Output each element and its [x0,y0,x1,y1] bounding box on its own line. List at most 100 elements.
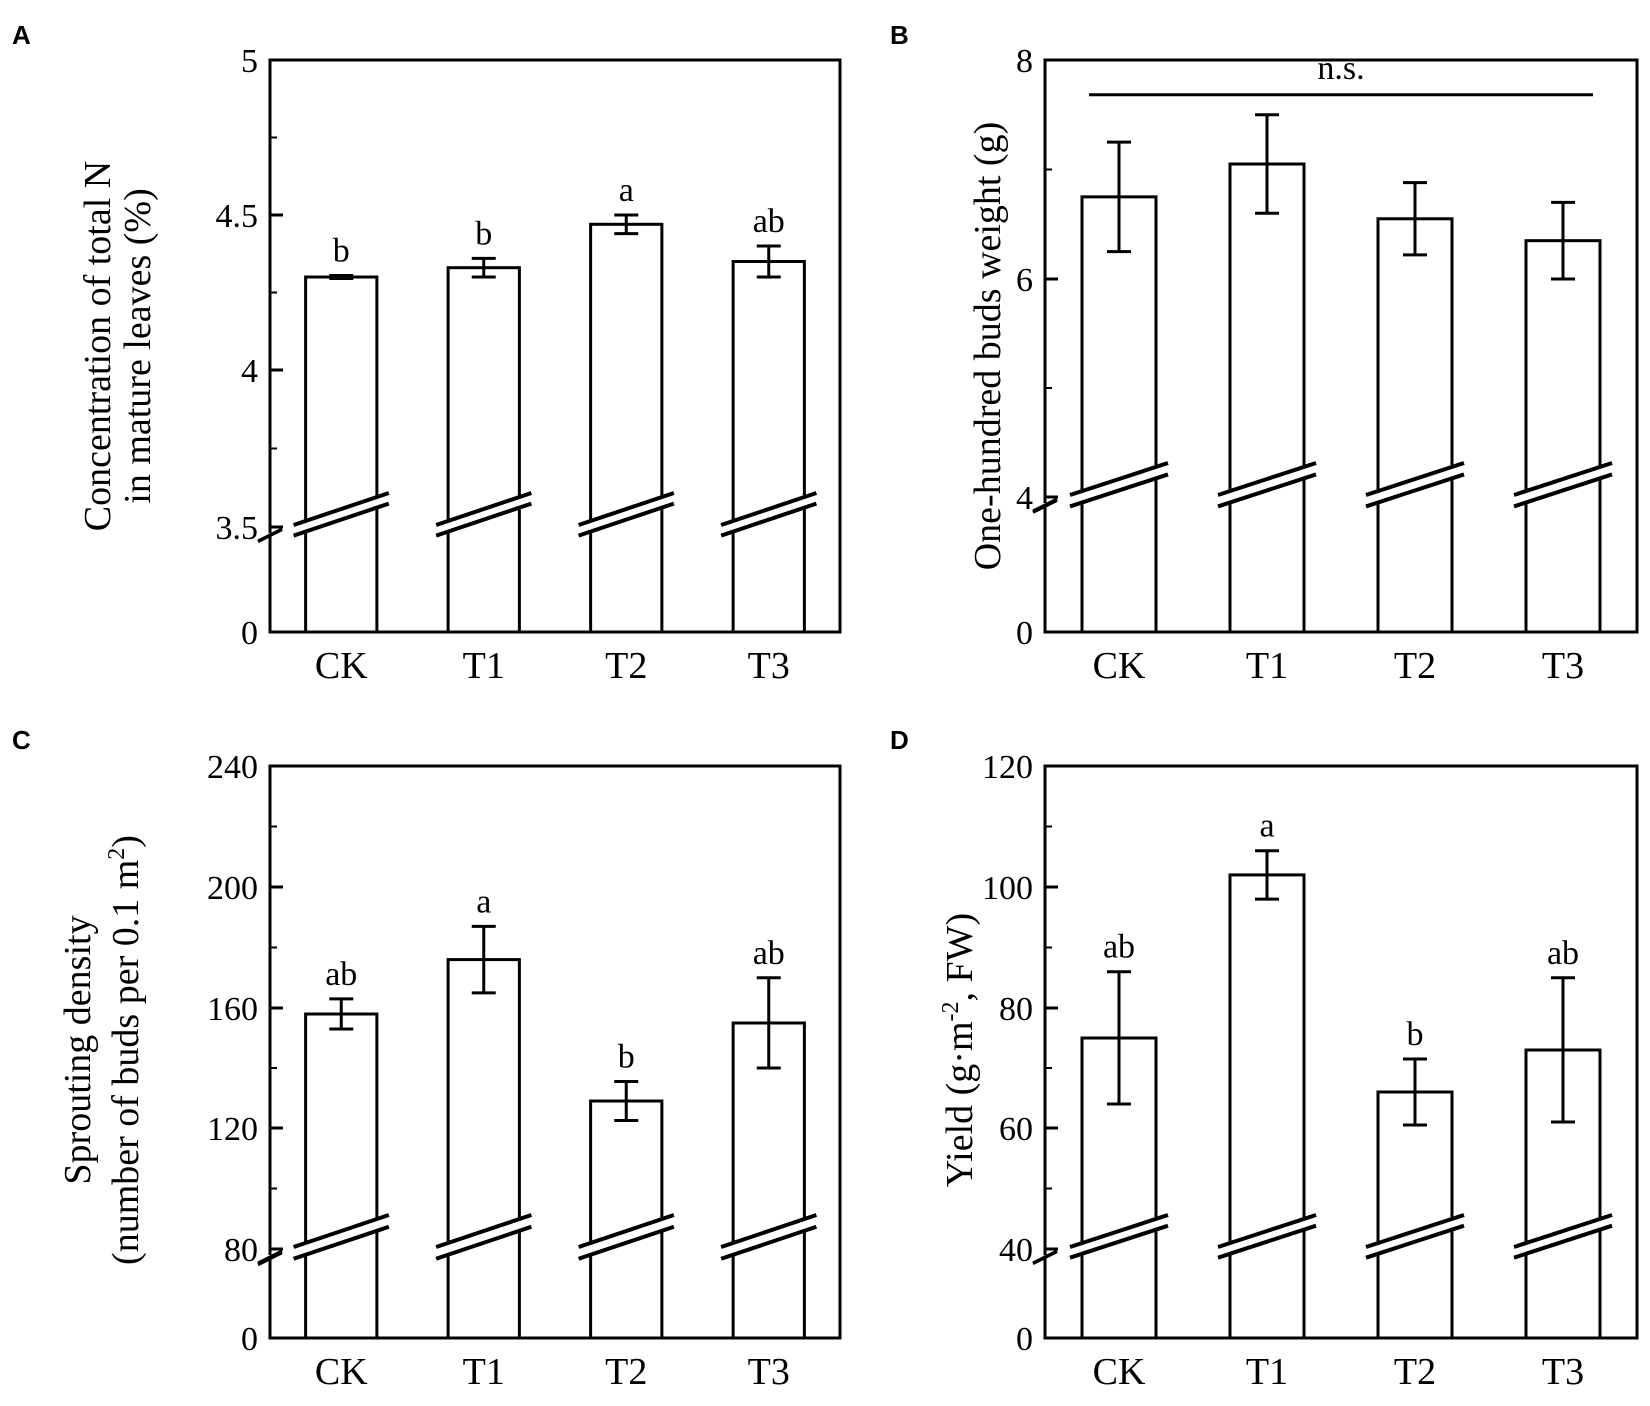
x-tick-label: T1 [463,1351,505,1393]
y-tick-label: 80 [224,1232,258,1269]
y-axis-title: Sprouting density [57,915,99,1184]
panel-a: A 0 3.5 4 4.5 5 CK b T1 b T2 a T3 ab Concentration of … [12,20,842,687]
x-tick-label: CK [315,645,368,687]
x-tick-label: T2 [605,1351,647,1393]
bar-break-gap [1070,463,1168,507]
significance-label: a [1259,808,1274,845]
plot-frame [1043,58,1639,634]
y-tick-label: 5 [241,43,258,80]
y-tick-label: 4 [1016,480,1033,517]
bar-break-mark [720,491,818,527]
bar-break-mark [435,491,533,527]
bar [446,266,521,634]
bar-break-mark [1365,1213,1465,1249]
bar [304,1012,379,1340]
y-axis-title: One-hundred buds weight (g) [967,122,1009,571]
panel-letter: C [12,725,31,755]
x-tick-label: T3 [748,645,790,687]
y-axis-title-superscript: -2 [938,1001,964,1021]
bar-break-mark [1217,1213,1317,1249]
bar-break-mark [720,1213,818,1249]
axis-break-mark [257,1249,283,1265]
bar-break-gap [578,1215,674,1259]
y-axis-title: (number of buds per 0.1 m2) [104,835,147,1265]
bar-break-mark [435,1213,533,1249]
bar-break-mark [1069,1213,1169,1249]
plot-frame [1043,764,1639,1340]
bar [589,1099,664,1340]
bar [1228,873,1306,1340]
bar-break-mark [1365,1223,1465,1260]
bar-break-gap [293,1215,389,1259]
axis-break-mark [1032,1250,1058,1266]
y-tick-label: 6 [1016,262,1033,299]
y-axis-title: Yield (g·m-2, FW) [938,913,981,1187]
bar-break-mark [577,491,675,527]
y-tick-label: 240 [207,749,258,786]
x-tick-label: T1 [1246,645,1288,687]
bar-break-mark [292,1224,390,1261]
axis-break-mark [257,528,283,543]
x-tick-label: T1 [1246,1351,1288,1393]
bar-break-mark [1069,461,1169,497]
bar-break-mark [292,1213,390,1249]
bar-break-gap [1070,1215,1168,1258]
bar-break-gap [1514,463,1612,507]
y-axis-title-part: Yield (g·m [939,1021,981,1187]
bar [446,958,521,1340]
bar [1376,217,1454,634]
x-tick-label: T3 [748,1351,790,1393]
y-axis-title-part: , FW) [939,913,981,1002]
bar-break-mark [1513,461,1613,497]
x-tick-label: T2 [1394,1351,1436,1393]
significance-label: b [333,232,350,269]
bar-break-gap [1366,463,1464,507]
panel-b: B 0 4 6 8 CK T1 T2 T3 n.s. One-hundred buds weight… [890,20,1639,687]
bar-break-gap [436,493,532,536]
bar-break-gap [1218,463,1316,507]
bar-break-gap [721,493,817,536]
significance-label: ab [753,203,785,240]
significance-label: a [619,172,634,209]
x-tick-label: T2 [605,645,647,687]
bar [731,1021,806,1340]
bar-break-mark [435,501,533,538]
y-axis-title-superscript: 2 [104,848,130,860]
bar-break-gap [721,1215,817,1259]
significance-label: b [618,1039,635,1076]
bar-break-gap [578,493,674,536]
y-tick-label: 0 [241,1321,258,1358]
y-axis-title-part: ) [105,835,147,848]
axis-break-mark [1032,499,1058,514]
bar-break-mark [435,1224,533,1261]
bar-break-mark [1069,472,1169,509]
bar-break-gap [436,1215,532,1259]
y-tick-label: 80 [999,991,1033,1028]
bar [1228,162,1306,634]
x-tick-label: CK [315,1351,368,1393]
bar [1080,195,1158,634]
bar-break-mark [1217,461,1317,497]
y-tick-label: 4.5 [216,198,259,235]
x-tick-label: CK [1093,645,1146,687]
bar [1524,239,1602,634]
bar-break-gap [293,493,389,536]
significance-label: ab [753,935,785,972]
y-tick-label: 0 [1016,1321,1033,1358]
y-tick-label: 4 [241,353,258,390]
bar-break-mark [1217,1223,1317,1260]
y-tick-label: 0 [1016,615,1033,652]
bar-break-mark [1069,1223,1169,1260]
bar-break-mark [292,501,390,538]
x-tick-label: T3 [1542,645,1584,687]
bar-break-mark [1217,472,1317,509]
bar-break-gap [1514,1215,1612,1258]
y-tick-label: 120 [982,749,1033,786]
x-tick-label: CK [1093,1351,1146,1393]
y-tick-label: 160 [207,991,258,1028]
axis-break-gap [264,533,276,534]
x-tick-label: T2 [1394,645,1436,687]
significance-label: a [476,883,491,920]
bar-break-mark [577,1224,675,1261]
